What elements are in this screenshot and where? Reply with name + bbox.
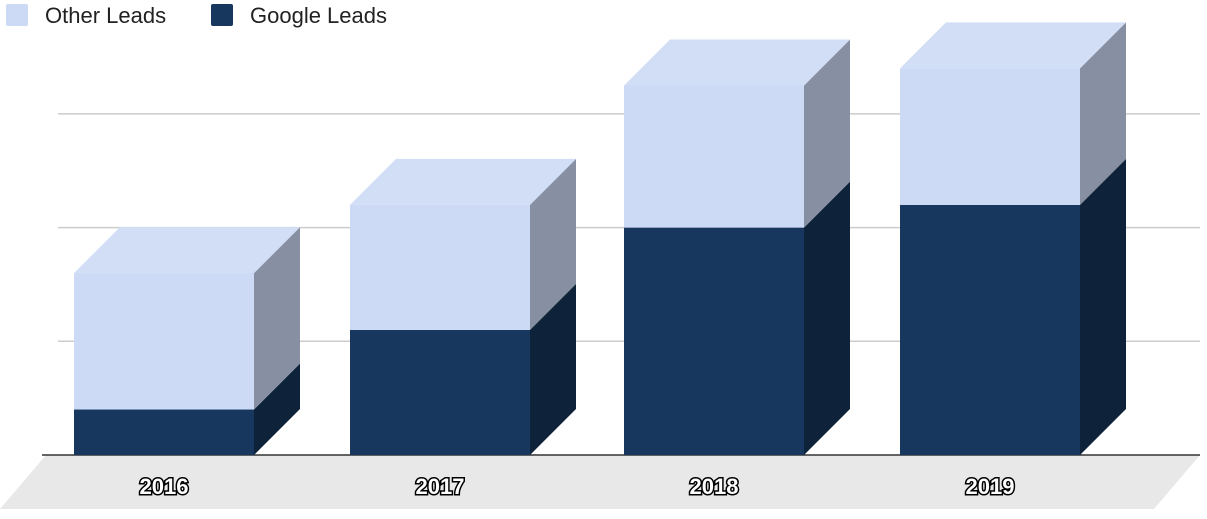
bar-top-2019 (900, 22, 1126, 69)
legend-swatch-google-leads (211, 4, 233, 26)
legend: Other Leads Google Leads (6, 3, 387, 28)
bar-segment-other-leads-2017 (350, 204, 530, 330)
legend-label-other-leads: Other Leads (45, 3, 166, 28)
bar-2017 (350, 158, 576, 455)
bar-top-2018 (624, 39, 850, 86)
bar-segment-google-leads-2019 (900, 204, 1080, 455)
bar-segment-other-leads-2018 (624, 85, 804, 228)
bar-side-other-leads-2017 (530, 158, 576, 330)
category-labels: 2016 2017 2018 2019 (138, 473, 1016, 501)
category-label-2017: 2017 (416, 474, 465, 499)
bar-side-google-leads-2016 (254, 363, 300, 455)
bar-side-google-leads-2019 (1080, 158, 1126, 456)
bar-segment-other-leads-2016 (74, 273, 254, 410)
bar-top-2016 (74, 227, 300, 274)
floor-plane (0, 455, 1200, 509)
bar-segment-google-leads-2016 (74, 409, 254, 455)
bar-side-other-leads-2016 (254, 227, 300, 410)
bar-segment-google-leads-2018 (624, 227, 804, 455)
legend-label-google-leads: Google Leads (250, 3, 387, 28)
category-label-2019: 2019 (966, 474, 1015, 499)
bar-side-other-leads-2019 (1080, 22, 1126, 205)
bars (74, 22, 1126, 456)
category-label-2018: 2018 (690, 474, 739, 499)
bar-side-google-leads-2017 (530, 283, 576, 455)
legend-item-other-leads[interactable]: Other Leads (6, 3, 166, 28)
legend-swatch-other-leads (6, 4, 28, 26)
category-label-2016: 2016 (140, 474, 189, 499)
bar-side-other-leads-2018 (804, 39, 850, 228)
bar-side-google-leads-2018 (804, 181, 850, 455)
legend-item-google-leads[interactable]: Google Leads (211, 3, 387, 28)
bar-2019 (900, 22, 1126, 456)
bar-segment-google-leads-2017 (350, 329, 530, 455)
bar-2016 (74, 227, 300, 455)
bar-top-2017 (350, 158, 576, 205)
bar-segment-other-leads-2019 (900, 68, 1080, 205)
bar-2018 (624, 39, 850, 455)
